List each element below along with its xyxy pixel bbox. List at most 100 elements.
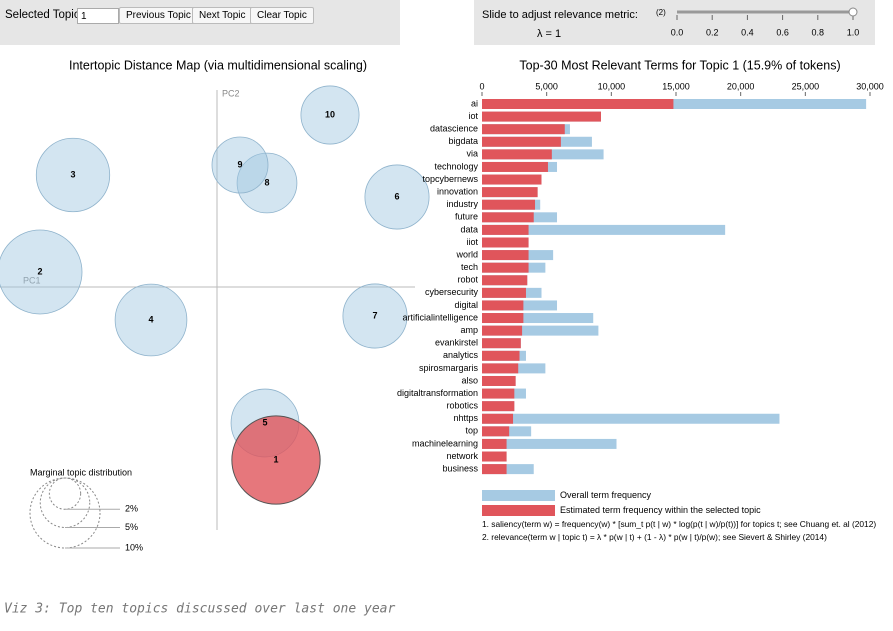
slider-knob[interactable]: [848, 7, 858, 17]
term-label: technology: [434, 161, 478, 171]
slider-note: (2): [656, 8, 666, 17]
bar: [482, 250, 529, 261]
term-label: spirosmargaris: [419, 363, 479, 373]
topic-label: 1: [273, 454, 278, 464]
clear-topic-button[interactable]: Clear Topic: [250, 7, 314, 24]
topic-circle[interactable]: [236, 152, 298, 214]
term-label: ai: [471, 98, 478, 108]
previous-topic-button[interactable]: Previous Topic: [119, 7, 198, 24]
topic-circle[interactable]: [0, 229, 83, 315]
topic-label: 8: [264, 177, 269, 187]
term-label: network: [446, 451, 478, 461]
bar: [482, 451, 507, 462]
term-label: world: [455, 249, 478, 259]
bar: [482, 99, 674, 109]
term-label: machinelearning: [412, 438, 478, 448]
x-tick-label: 0: [479, 81, 484, 91]
topic-circle[interactable]: [300, 85, 360, 145]
topic-circle[interactable]: [211, 136, 269, 194]
term-label: business: [442, 463, 478, 473]
size-legend-circle: [48, 477, 82, 510]
term-label: tech: [461, 262, 478, 272]
topic-circle[interactable]: [342, 283, 408, 349]
bar: [482, 313, 524, 324]
bar: [482, 438, 507, 449]
x-tick-label: 25,000: [792, 81, 820, 91]
bar: [482, 300, 524, 311]
x-tick-label: 5,000: [535, 81, 558, 91]
slider-tick-label: 1.0: [847, 27, 860, 37]
bar: [482, 438, 617, 449]
bar: [482, 388, 515, 399]
bar: [482, 338, 521, 349]
term-label: bigdata: [448, 136, 478, 146]
bar: [482, 149, 552, 160]
term-label: via: [466, 149, 478, 159]
x-tick-label: 20,000: [727, 81, 755, 91]
term-label: analytics: [443, 350, 479, 360]
bar: [482, 275, 528, 286]
term-label: cybersecurity: [425, 287, 479, 297]
bar: [482, 224, 726, 235]
bar: [482, 350, 520, 361]
bar: [482, 224, 529, 235]
footnote: 2. relevance(term w | topic t) = λ * p(w…: [482, 532, 827, 542]
topic-label: 7: [372, 310, 377, 320]
term-label: amp: [460, 325, 478, 335]
term-label: robot: [457, 275, 478, 285]
caption: Viz 3: Top ten topics discussed over las…: [4, 602, 396, 617]
term-label: also: [461, 375, 478, 385]
bar: [482, 413, 780, 424]
topic-label: 6: [394, 191, 399, 201]
term-label: nhttps: [453, 413, 478, 423]
size-legend-label: 2%: [125, 504, 138, 514]
bar: [482, 124, 565, 135]
bar: [482, 375, 516, 386]
topic-circle[interactable]: [114, 283, 188, 357]
bar: [482, 174, 542, 185]
bar: [482, 413, 514, 424]
topic-circle[interactable]: [231, 415, 321, 505]
topic-label: 2: [37, 266, 42, 276]
bar: [482, 212, 534, 223]
bar: [482, 464, 507, 475]
size-legend-circle: [39, 477, 91, 529]
bar-title: Top-30 Most Relevant Terms for Topic 1 (…: [519, 58, 840, 72]
x-tick-label: 10,000: [598, 81, 626, 91]
legend-swatch: [482, 490, 555, 501]
bar: [482, 111, 601, 122]
slider-tick-label: 0.8: [812, 27, 825, 37]
bar: [482, 464, 534, 475]
legend-label: Estimated term frequency within the sele…: [560, 505, 761, 515]
term-label: industry: [446, 199, 478, 209]
pc2-label: PC2: [222, 88, 240, 98]
slider-tick-label: 0.4: [741, 27, 754, 37]
topic-input[interactable]: [77, 8, 119, 24]
bar: [482, 401, 515, 412]
bar: [482, 313, 594, 324]
term-label: top: [465, 426, 478, 436]
topic-label: 4: [148, 314, 153, 324]
x-tick-label: 30,000: [856, 81, 884, 91]
legend-label: Overall term frequency: [560, 490, 652, 500]
x-tick-label: 15,000: [662, 81, 690, 91]
bar: [482, 237, 529, 248]
topic-label: 10: [325, 109, 335, 119]
topic-circle[interactable]: [35, 137, 111, 213]
size-legend-circle: [29, 477, 101, 549]
map-title: Intertopic Distance Map (via multidimens…: [69, 58, 367, 72]
term-label: future: [455, 212, 478, 222]
bar: [482, 199, 536, 210]
topic-circle[interactable]: [364, 164, 430, 230]
selected-topic-label: Selected Topic:: [5, 9, 83, 21]
topic-controls: Selected Topic: Previous Topic Next Topi…: [0, 0, 400, 45]
bar: [482, 136, 561, 147]
slider-tick-label: 0.2: [706, 27, 719, 37]
pc1-label: PC1: [23, 275, 41, 285]
term-label: datascience: [430, 124, 478, 134]
topic-label: 5: [262, 417, 267, 427]
term-label: digitaltransformation: [397, 388, 478, 398]
slider-tick-label: 0.0: [671, 27, 684, 37]
